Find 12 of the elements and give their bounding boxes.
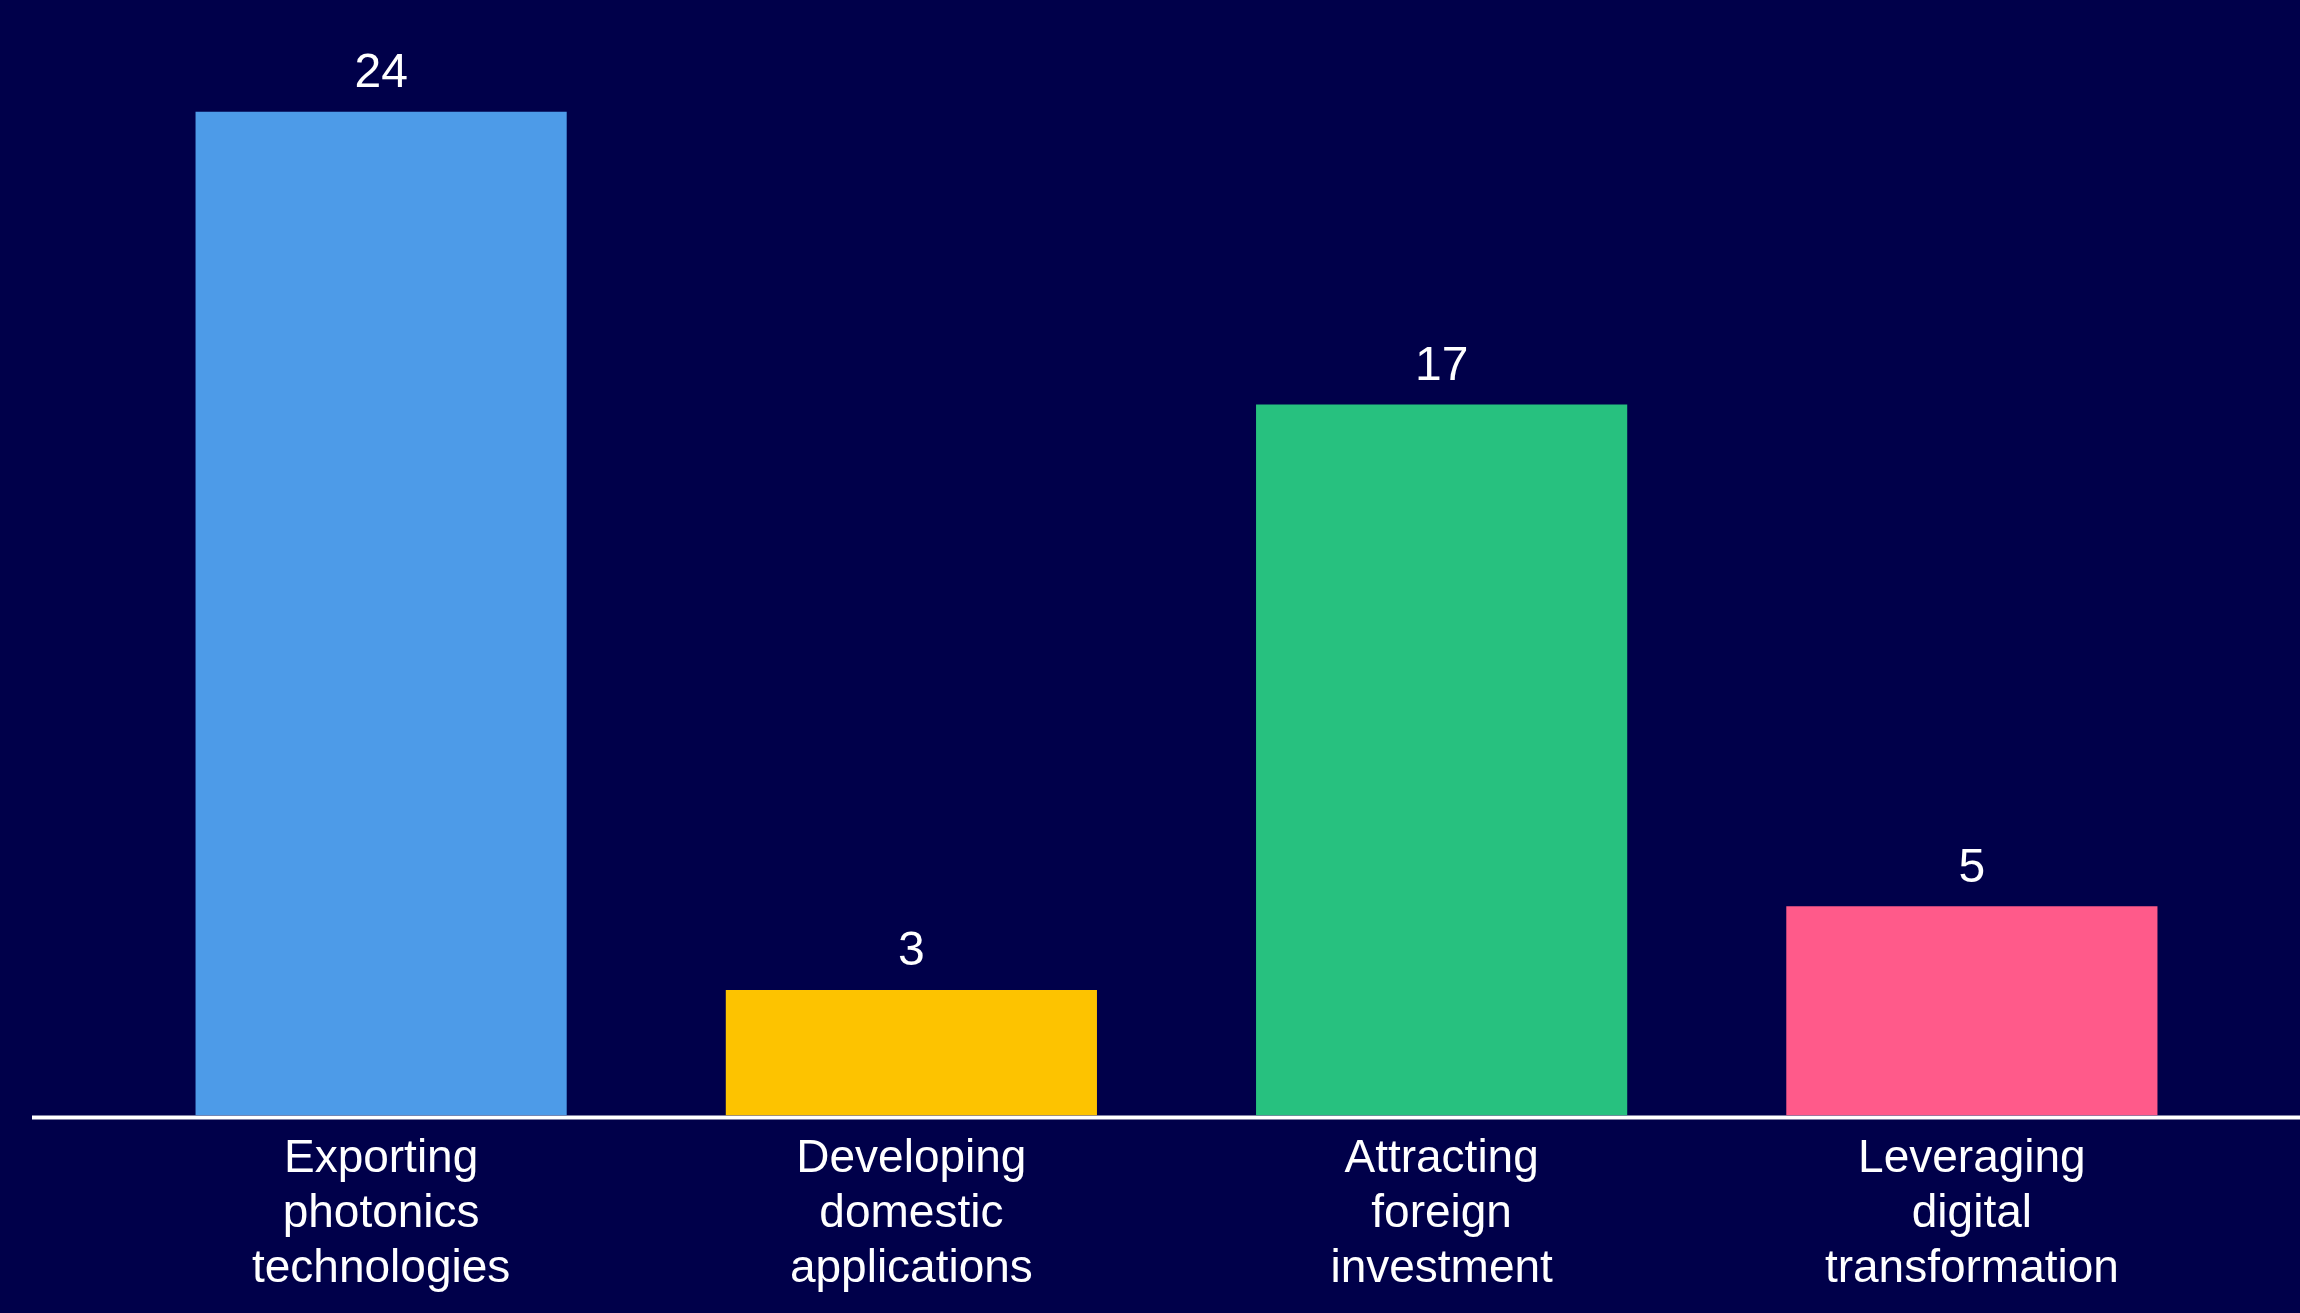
data-label: 5 [1958,838,1986,892]
data-label: 17 [1414,336,1469,390]
x-tick-label: Leveraging digital transformation [1824,1129,2119,1293]
bar [195,111,567,1116]
x-tick-label: Developing domestic applications [789,1129,1033,1293]
x-tick-label: Exporting photonics technologies [251,1129,511,1293]
bar [1256,404,1628,1116]
x-tick-label: Attracting foreign investment [1330,1129,1554,1293]
bar [1786,906,2158,1116]
data-label: 3 [898,922,925,976]
data-label: 24 [354,44,408,98]
bar [725,989,1097,1116]
